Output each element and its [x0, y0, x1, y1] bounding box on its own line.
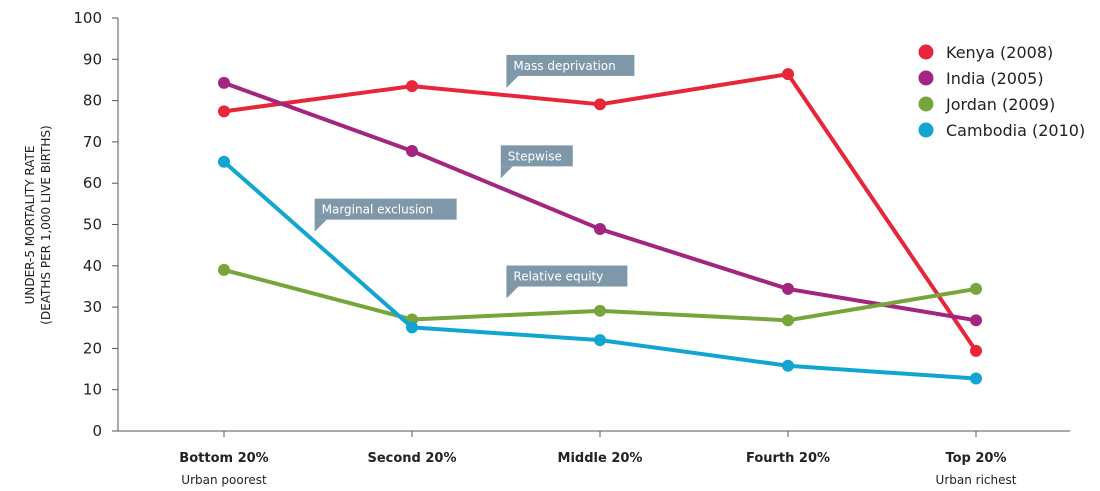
- x-tick-label: Middle 20%: [558, 451, 643, 466]
- annotation-callout: Marginal exclusion: [314, 198, 457, 232]
- y-tick-label: 20: [83, 339, 102, 357]
- y-tick-label: 90: [83, 50, 102, 68]
- annotation-pointer: [506, 286, 519, 299]
- annotation-box: [314, 198, 457, 220]
- y-tick-label: 40: [83, 257, 102, 275]
- x-tick-label: Top 20%: [945, 451, 1006, 466]
- legend-item-kenya-2008: Kenya (2008): [918, 43, 1053, 62]
- annotation-text: Marginal exclusion: [322, 203, 434, 217]
- x-tick-sublabel: Urban richest: [936, 473, 1017, 487]
- data-point: [782, 282, 794, 295]
- legend-swatch: [918, 44, 934, 60]
- data-point: [970, 314, 982, 327]
- data-point: [782, 314, 794, 327]
- x-tick-label: Fourth 20%: [746, 451, 830, 466]
- legend-item-cambodia-2010: Cambodia (2010): [918, 121, 1085, 140]
- y-tick-label: 10: [83, 381, 102, 399]
- legend-label: Jordan (2009): [945, 95, 1055, 114]
- series-india-2005: [218, 76, 982, 327]
- data-point: [782, 359, 794, 372]
- data-point: [406, 80, 418, 93]
- annotation-text: Relative equity: [513, 270, 603, 284]
- x-tick-label: Second 20%: [367, 451, 456, 466]
- annotation-box: [506, 54, 635, 76]
- annotation-box: [500, 145, 573, 167]
- annotation-pointer: [500, 166, 513, 179]
- series-layer: [218, 68, 982, 385]
- y-axis-title-line-1: UNDER-5 MORTALITY RATE: [23, 146, 37, 305]
- y-tick-label: 100: [73, 9, 102, 27]
- y-axis-title: UNDER-5 MORTALITY RATE (DEATHS PER 1,000…: [23, 125, 53, 324]
- y-tick-label: 30: [83, 298, 102, 316]
- data-point: [970, 282, 982, 295]
- x-tick-label: Bottom 20%: [179, 451, 268, 466]
- legend-swatch: [918, 96, 934, 112]
- data-point: [782, 68, 794, 81]
- data-point: [406, 144, 418, 157]
- y-tick-label: 60: [83, 174, 102, 192]
- data-point: [218, 263, 230, 276]
- legend-label: Cambodia (2010): [946, 121, 1085, 140]
- annotations: Mass deprivation Stepwise Marginal exclusi…: [314, 54, 635, 299]
- y-tick-label: 0: [92, 422, 102, 440]
- y-tick-label: 50: [83, 216, 102, 234]
- data-point: [218, 155, 230, 168]
- annotation-text: Stepwise: [508, 149, 562, 163]
- legend-swatch: [918, 122, 934, 138]
- y-axis-ticks: 0 10 20 30 40 50 60 70 80 90 100: [73, 9, 118, 440]
- y-tick-label: 70: [83, 133, 102, 151]
- data-point: [970, 372, 982, 385]
- data-point: [594, 304, 606, 317]
- data-point: [594, 334, 606, 347]
- data-point: [970, 344, 982, 357]
- legend-label: India (2005): [946, 69, 1044, 88]
- legend-label: Kenya (2008): [946, 43, 1053, 62]
- x-axis-ticks: Bottom 20% Urban poorest Second 20% Middle …: [179, 431, 1017, 487]
- annotation-box: [506, 265, 628, 287]
- x-tick-sublabel: Urban poorest: [181, 473, 267, 487]
- data-point: [406, 321, 418, 334]
- series-kenya-2008: [218, 68, 982, 357]
- data-point: [594, 98, 606, 111]
- legend: Kenya (2008) India (2005) Jordan (2009) Cam…: [918, 43, 1085, 140]
- data-point: [594, 223, 606, 236]
- data-point: [218, 105, 230, 118]
- annotation-callout: Relative equity: [506, 265, 628, 299]
- series-cambodia-2010: [218, 155, 982, 385]
- legend-item-india-2005: India (2005): [918, 69, 1044, 88]
- annotation-callout: Stepwise: [500, 145, 573, 179]
- annotation-pointer: [314, 219, 327, 232]
- legend-swatch: [918, 70, 934, 86]
- annotation-text: Mass deprivation: [513, 59, 615, 73]
- data-point: [218, 76, 230, 89]
- y-axis-title-line-2: (DEATHS PER 1,000 LIVE BIRTHS): [39, 125, 53, 324]
- legend-item-jordan-2009: Jordan (2009): [918, 95, 1055, 114]
- annotation-callout: Mass deprivation: [506, 54, 635, 88]
- y-tick-label: 80: [83, 92, 102, 110]
- annotation-pointer: [506, 75, 519, 88]
